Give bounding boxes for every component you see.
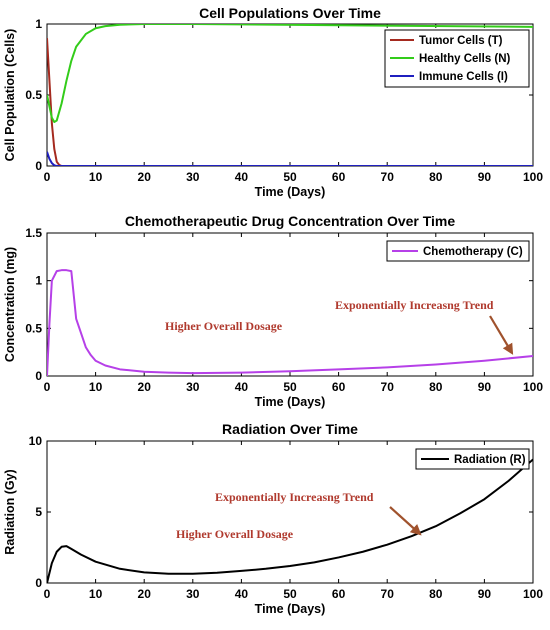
legend-entry: Immune Cells (I) xyxy=(419,71,508,83)
y-tick-label: 0.5 xyxy=(25,321,42,335)
y-tick-label: 1 xyxy=(35,274,42,288)
y-tick-label: 5 xyxy=(35,505,42,519)
annotation-text: Higher Overall Dosage xyxy=(176,527,294,541)
x-tick-label: 20 xyxy=(138,587,152,601)
annotation-text: Exponentially Increasng Trend xyxy=(215,490,374,504)
x-tick-label: 80 xyxy=(429,380,443,394)
x-tick-label: 100 xyxy=(523,380,543,394)
y-tick-label: 1 xyxy=(35,17,42,31)
annotation-text: Exponentially Increasng Trend xyxy=(335,298,494,312)
legend: Radiation (R) xyxy=(415,448,530,470)
legend-entry: Healthy Cells (N) xyxy=(419,53,511,65)
x-axis-label: Time (Days) xyxy=(255,602,326,616)
series-line-1 xyxy=(47,38,533,166)
x-tick-label: 70 xyxy=(381,170,395,184)
y-axis-label: Cell Population (Cells) xyxy=(3,29,17,162)
series-line-2 xyxy=(47,24,533,123)
y-axis-label: Radiation (Gy) xyxy=(3,469,17,554)
y-tick-label: 10 xyxy=(29,434,43,448)
chart-title: Chemotherapeutic Drug Concentration Over… xyxy=(125,213,456,229)
y-tick-label: 0 xyxy=(35,576,42,590)
x-tick-label: 0 xyxy=(44,587,51,601)
annotation-arrow xyxy=(489,315,514,355)
x-tick-label: 90 xyxy=(478,170,492,184)
x-tick-label: 100 xyxy=(523,170,543,184)
x-tick-label: 30 xyxy=(186,587,200,601)
x-axis-label: Time (Days) xyxy=(255,185,326,199)
x-tick-label: 60 xyxy=(332,380,346,394)
x-tick-label: 10 xyxy=(89,170,103,184)
legend-entry: Chemotherapy (C) xyxy=(423,246,523,258)
legend-entry: Tumor Cells (T) xyxy=(419,35,503,47)
y-axis-label: Concentration (mg) xyxy=(3,247,17,362)
y-tick-label: 1.5 xyxy=(25,226,42,240)
x-tick-label: 50 xyxy=(283,587,297,601)
legend: Chemotherapy (C) xyxy=(386,240,530,262)
x-tick-label: 10 xyxy=(89,380,103,394)
legend-box xyxy=(386,240,530,262)
x-tick-label: 100 xyxy=(523,587,543,601)
y-tick-label: 0.5 xyxy=(25,88,42,102)
x-tick-label: 70 xyxy=(381,380,395,394)
y-tick-label: 0 xyxy=(35,159,42,173)
x-tick-label: 30 xyxy=(186,170,200,184)
x-tick-label: 40 xyxy=(235,587,249,601)
x-tick-label: 30 xyxy=(186,380,200,394)
x-tick-label: 60 xyxy=(332,587,346,601)
annotation-text: Higher Overall Dosage xyxy=(165,319,283,333)
x-tick-label: 80 xyxy=(429,587,443,601)
series-line-1 xyxy=(47,269,533,376)
x-tick-label: 40 xyxy=(235,380,249,394)
chart-title: Radiation Over Time xyxy=(222,421,358,437)
x-tick-label: 80 xyxy=(429,170,443,184)
x-axis-label: Time (Days) xyxy=(255,395,326,409)
series-line-3 xyxy=(47,151,533,166)
x-tick-label: 60 xyxy=(332,170,346,184)
x-tick-label: 0 xyxy=(44,170,51,184)
x-tick-label: 40 xyxy=(235,170,249,184)
chart-panel-2: Chemotherapeutic Drug Concentration Over… xyxy=(3,213,543,409)
series-line-1 xyxy=(47,458,533,583)
x-tick-label: 10 xyxy=(89,587,103,601)
annotation-arrow xyxy=(389,506,422,536)
y-tick-label: 0 xyxy=(35,369,42,383)
x-tick-label: 90 xyxy=(478,380,492,394)
x-tick-label: 0 xyxy=(44,380,51,394)
legend-box xyxy=(415,448,530,470)
legend-entry: Radiation (R) xyxy=(454,454,526,466)
x-tick-label: 20 xyxy=(138,380,152,394)
x-tick-label: 50 xyxy=(283,170,297,184)
legend: Tumor Cells (T) Healthy Cells (N) Immune C… xyxy=(384,29,530,88)
x-tick-label: 70 xyxy=(381,587,395,601)
x-tick-label: 50 xyxy=(283,380,297,394)
x-tick-label: 20 xyxy=(138,170,152,184)
chart-title: Cell Populations Over Time xyxy=(199,5,381,21)
x-tick-label: 90 xyxy=(478,587,492,601)
